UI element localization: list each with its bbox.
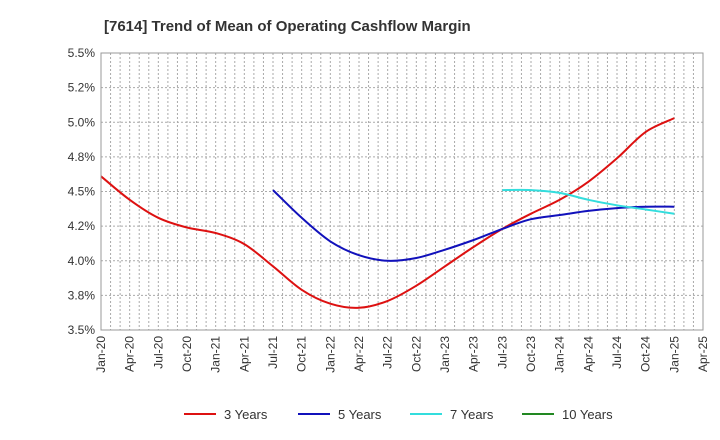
y-tick-label: 5.5% — [68, 46, 96, 60]
grid — [100, 52, 704, 331]
plot-area — [100, 52, 704, 331]
x-axis-tick-labels: Jan-20 Apr-20 Jul-20 Oct-20 Jan-21 Apr-21 Jul-… — [94, 336, 710, 373]
legend-label: 3 Years — [224, 407, 268, 422]
y-tick-label: 3.8% — [68, 288, 96, 302]
y-tick-label: 3.5% — [68, 323, 96, 337]
legend-label: 5 Years — [338, 407, 382, 422]
chart-title: [7614] Trend of Mean of Operating Cashfl… — [104, 18, 471, 35]
x-tick-label: Oct-20 — [180, 336, 194, 372]
x-tick-label: Oct-22 — [409, 336, 423, 372]
x-tick-label: Oct-24 — [639, 336, 653, 372]
x-tick-label: Apr-23 — [467, 336, 481, 372]
x-tick-label: Jan-21 — [209, 336, 223, 373]
x-tick-label: Oct-21 — [295, 336, 309, 372]
series-line-3-years — [100, 117, 675, 309]
series-lines — [100, 117, 675, 309]
x-tick-label: Apr-22 — [352, 336, 366, 372]
x-tick-label: Jul-21 — [266, 336, 280, 369]
x-tick-label: Jul-20 — [151, 336, 165, 369]
x-tick-label: Jan-25 — [667, 336, 681, 373]
x-tick-label: Jul-22 — [381, 336, 395, 369]
x-tick-label: Apr-20 — [123, 336, 137, 372]
y-tick-label: 4.2% — [68, 219, 96, 233]
series-line-7-years — [502, 188, 675, 215]
x-tick-label: Apr-21 — [237, 336, 251, 372]
legend-label: 10 Years — [562, 407, 613, 422]
x-tick-label: Jul-23 — [495, 336, 509, 369]
x-tick-label: Jan-22 — [323, 336, 337, 373]
series-line-5-years — [272, 189, 675, 262]
y-tick-label: 5.2% — [68, 81, 96, 95]
x-tick-label: Jan-24 — [553, 336, 567, 373]
y-axis-tick-labels: 3.5% 3.8% 4.0% 4.2% 4.5% 4.8% 5.0% 5.2% 5.5% — [68, 46, 96, 337]
x-tick-label: Apr-24 — [581, 336, 595, 372]
legend: 3 Years 5 Years 7 Years 10 Years — [184, 407, 613, 422]
y-tick-label: 4.0% — [68, 254, 96, 268]
x-tick-label: Apr-25 — [696, 336, 710, 372]
y-tick-label: 4.5% — [68, 185, 96, 199]
x-tick-label: Jan-23 — [438, 336, 452, 373]
x-tick-label: Jan-20 — [94, 336, 108, 373]
legend-label: 7 Years — [450, 407, 494, 422]
y-tick-label: 5.0% — [68, 115, 96, 129]
x-tick-label: Jul-24 — [610, 336, 624, 369]
y-tick-label: 4.8% — [68, 150, 96, 164]
x-tick-label: Oct-23 — [524, 336, 538, 372]
